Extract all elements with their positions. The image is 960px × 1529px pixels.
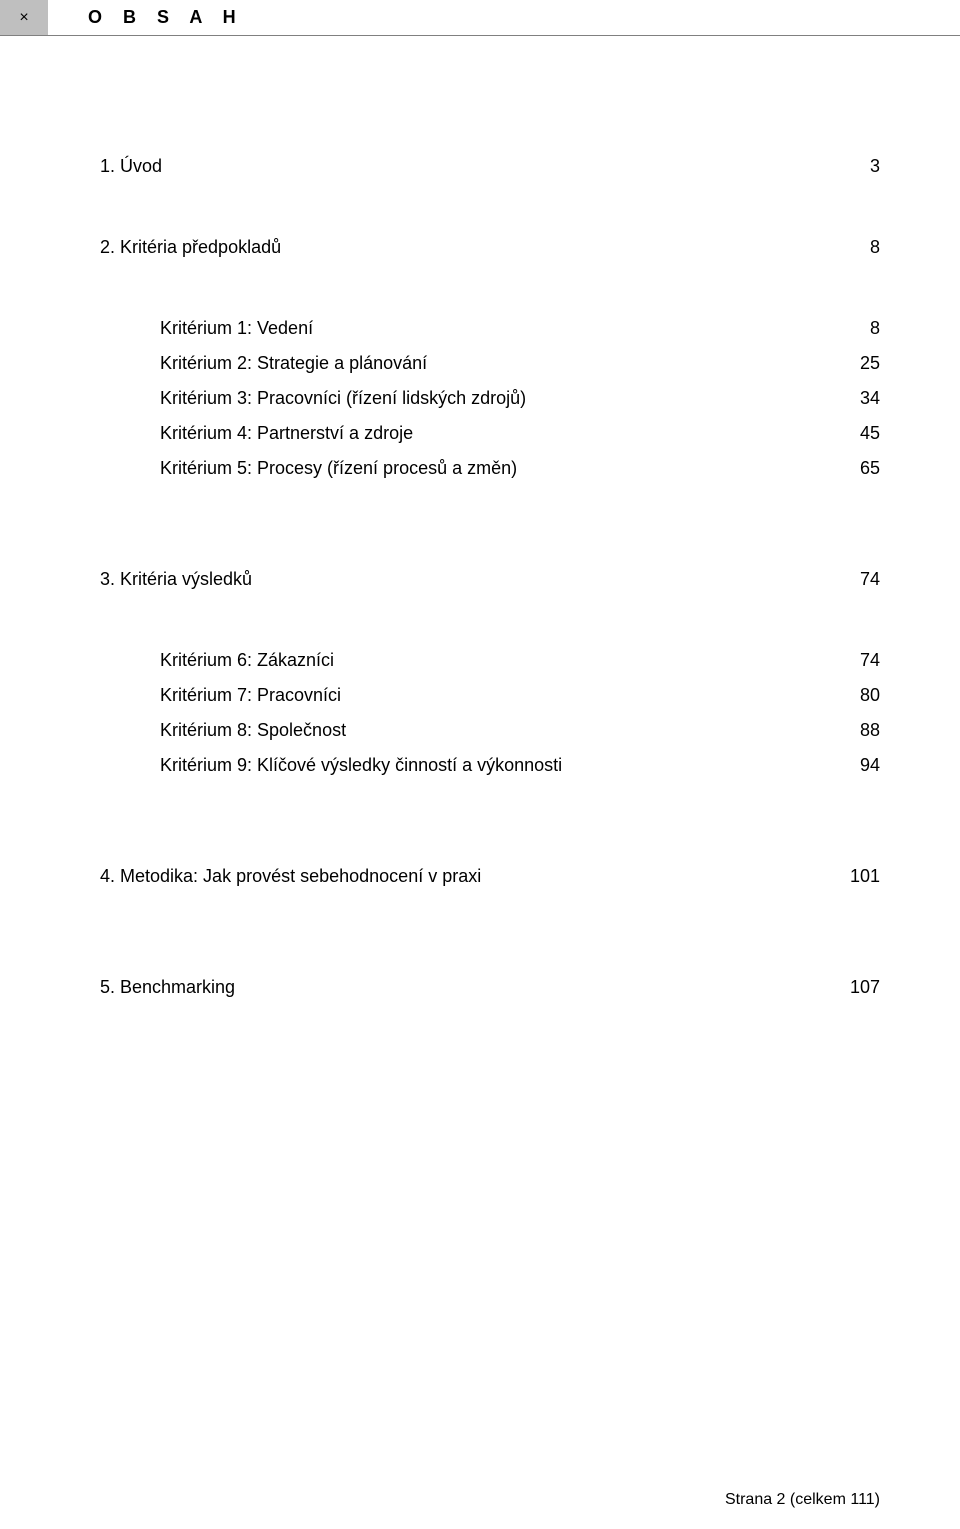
toc-item-page: 88: [820, 720, 880, 741]
page-title: O B S A H: [48, 0, 960, 35]
toc-section-label: 4. Metodika: Jak provést sebehodnocení v…: [100, 866, 820, 887]
toc-item: Kritérium 5: Procesy (řízení procesů a z…: [100, 458, 880, 479]
toc-section-label: 5. Benchmarking: [100, 977, 820, 998]
toc-item-label: Kritérium 6: Zákazníci: [160, 650, 820, 671]
toc-item-label: Kritérium 3: Pracovníci (řízení lidských…: [160, 388, 820, 409]
toc-item: Kritérium 3: Pracovníci (řízení lidských…: [100, 388, 880, 409]
toc-section-page: 107: [820, 977, 880, 998]
toc-item-page: 74: [820, 650, 880, 671]
toc-section-label: 2. Kritéria předpokladů: [100, 237, 820, 258]
toc-section-page: 101: [820, 866, 880, 887]
toc-item-label: Kritérium 7: Pracovníci: [160, 685, 820, 706]
toc-item: Kritérium 9: Klíčové výsledky činností a…: [100, 755, 880, 776]
toc-section: 3. Kritéria výsledků 74: [100, 569, 880, 590]
toc-item-page: 45: [820, 423, 880, 444]
header: × O B S A H: [0, 0, 960, 36]
toc-item: Kritérium 1: Vedení 8: [100, 318, 880, 339]
toc-item: Kritérium 7: Pracovníci 80: [100, 685, 880, 706]
toc-section: 4. Metodika: Jak provést sebehodnocení v…: [100, 866, 880, 887]
toc-item-label: Kritérium 8: Společnost: [160, 720, 820, 741]
toc-item-page: 25: [820, 353, 880, 374]
toc-section-page: 3: [820, 156, 880, 177]
toc-item-label: Kritérium 2: Strategie a plánování: [160, 353, 820, 374]
toc-item: Kritérium 8: Společnost 88: [100, 720, 880, 741]
toc-item-page: 94: [820, 755, 880, 776]
page-footer: Strana 2 (celkem 111): [725, 1491, 880, 1509]
toc-item-label: Kritérium 9: Klíčové výsledky činností a…: [160, 755, 820, 776]
toc-section-label: 1. Úvod: [100, 156, 820, 177]
toc-section: 2. Kritéria předpokladů 8: [100, 237, 880, 258]
toc-item-label: Kritérium 1: Vedení: [160, 318, 820, 339]
toc-section-page: 8: [820, 237, 880, 258]
close-icon[interactable]: ×: [0, 0, 48, 35]
toc-content: 1. Úvod 3 2. Kritéria předpokladů 8 Krit…: [0, 36, 960, 998]
toc-section-page: 74: [820, 569, 880, 590]
toc-item: Kritérium 4: Partnerství a zdroje 45: [100, 423, 880, 444]
toc-section-label: 3. Kritéria výsledků: [100, 569, 820, 590]
toc-item-page: 34: [820, 388, 880, 409]
toc-section: 5. Benchmarking 107: [100, 977, 880, 998]
toc-item-page: 80: [820, 685, 880, 706]
toc-item-label: Kritérium 5: Procesy (řízení procesů a z…: [160, 458, 820, 479]
toc-item-page: 65: [820, 458, 880, 479]
page: × O B S A H 1. Úvod 3 2. Kritéria předpo…: [0, 0, 960, 1529]
toc-item: Kritérium 2: Strategie a plánování 25: [100, 353, 880, 374]
toc-item-label: Kritérium 4: Partnerství a zdroje: [160, 423, 820, 444]
toc-item: Kritérium 6: Zákazníci 74: [100, 650, 880, 671]
toc-item-page: 8: [820, 318, 880, 339]
toc-section: 1. Úvod 3: [100, 156, 880, 177]
